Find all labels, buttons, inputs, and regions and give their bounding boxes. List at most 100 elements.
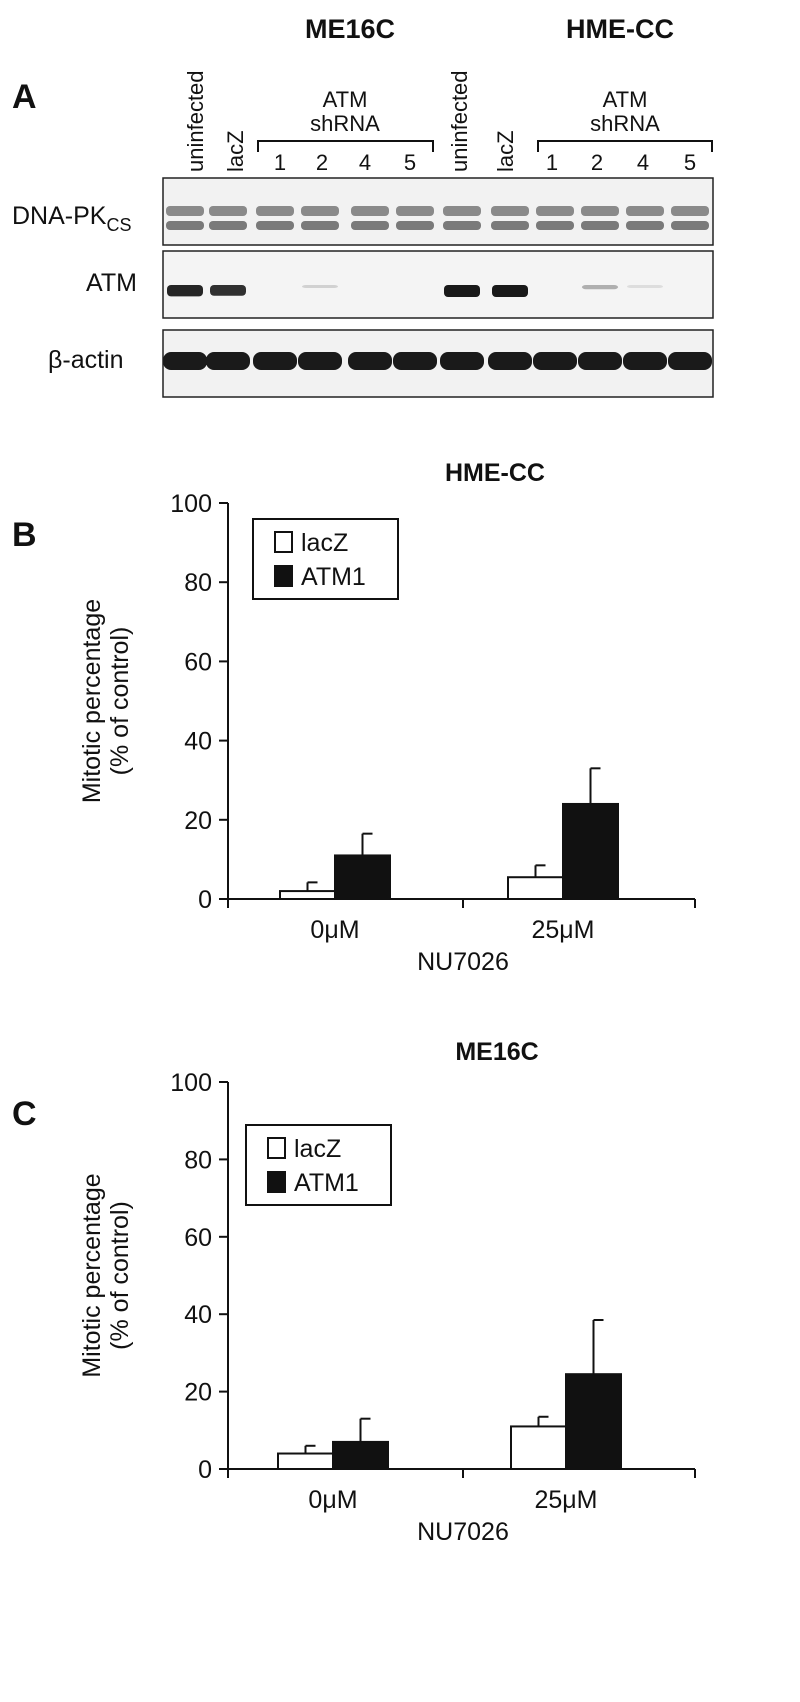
lane-label-lacz-1: lacZ	[223, 130, 248, 172]
group-label-atm-2: ATM	[603, 87, 648, 112]
chart-title: ME16C	[455, 1038, 538, 1066]
y-tick-label: 80	[184, 1146, 212, 1174]
bar-atm1-0	[334, 854, 391, 901]
chart-b: HME-CC 0 20 40 60 80 100 Mitotic percentage (% o…	[78, 459, 696, 976]
atm-band	[167, 285, 203, 297]
lane-label-uninfected-1: uninfected	[183, 70, 208, 172]
bar-lacz-1	[510, 1425, 567, 1471]
shrna-number-label: 5	[684, 150, 696, 175]
actin-band	[578, 352, 622, 370]
panel-b-letter: B	[12, 516, 37, 554]
group-label-shrna-1: shRNA	[310, 111, 380, 136]
row-label-actin: β-actin	[48, 346, 124, 374]
chart-title: HME-CC	[445, 459, 545, 487]
dnapk-band-lower	[209, 221, 247, 230]
bar-atm1-1	[565, 1373, 622, 1471]
category-label: 0μM	[308, 1486, 357, 1514]
dnapk-band-upper	[166, 206, 204, 216]
actin-band	[668, 352, 712, 370]
dnapk-band-upper	[491, 206, 529, 216]
dnapk-band-lower	[581, 221, 619, 230]
dnapk-band-lower	[396, 221, 434, 230]
dnapk-band-lower	[626, 221, 664, 230]
group-label-atm-1: ATM	[323, 87, 368, 112]
actin-band	[488, 352, 532, 370]
bar-lacz-0	[279, 890, 336, 901]
lane-label-uninfected-2: uninfected	[447, 70, 472, 172]
legend-label-lacz: lacZ	[294, 1135, 341, 1163]
row-label-dnapk: DNA-PKCS	[12, 202, 131, 235]
dnapk-band-lower	[671, 221, 709, 230]
group-label-shrna-2: shRNA	[590, 111, 660, 136]
dnapk-band-upper	[536, 206, 574, 216]
actin-band	[623, 352, 667, 370]
shrna-number-label: 2	[316, 150, 328, 175]
y-tick-label: 20	[184, 1379, 212, 1407]
legend-label-atm1: ATM1	[301, 563, 366, 591]
legend-swatch-lacz	[274, 531, 293, 553]
x-axis-label: NU7026	[417, 1518, 509, 1546]
actin-band	[533, 352, 577, 370]
dnapk-band-lower	[536, 221, 574, 230]
dnapk-band-upper	[443, 206, 481, 216]
dnapk-band-lower	[491, 221, 529, 230]
dnapk-band-upper	[396, 206, 434, 216]
dnapk-band-upper	[301, 206, 339, 216]
dnapk-band-upper	[256, 206, 294, 216]
cell-line-label-me16c: ME16C	[305, 14, 395, 44]
bar-lacz-0	[277, 1452, 334, 1471]
actin-band	[348, 352, 392, 370]
y-tick-label: 40	[184, 1301, 212, 1329]
shrna-number-label: 5	[404, 150, 416, 175]
panel-a-letter: A	[12, 78, 37, 116]
actin-band	[163, 352, 207, 370]
y-tick-label: 100	[170, 1069, 212, 1097]
y-tick-label: 60	[184, 648, 212, 676]
y-tick-label: 40	[184, 728, 212, 756]
actin-band	[253, 352, 297, 370]
legend-swatch-atm1	[267, 1171, 286, 1193]
y-tick-label: 20	[184, 807, 212, 835]
y-tick-label: 80	[184, 569, 212, 597]
row-label-dnapk-subscript: CS	[106, 215, 131, 235]
y-tick-label: 100	[170, 490, 212, 518]
legend-swatch-lacz	[267, 1137, 286, 1159]
actin-band	[440, 352, 484, 370]
blot-atm	[162, 250, 714, 319]
atm-band	[492, 285, 528, 297]
shrna-number-label: 1	[546, 150, 558, 175]
panel-a: A ME16C HME-CC uninfected lacZ uninfecte…	[12, 14, 714, 398]
atm-band	[627, 285, 663, 288]
blot-bands	[163, 206, 712, 370]
shrna-number-label: 1	[274, 150, 286, 175]
dnapk-band-upper	[209, 206, 247, 216]
shrna-number-labels: 1 2 4 5 1 2 4 5	[274, 150, 696, 175]
actin-band	[393, 352, 437, 370]
dnapk-band-lower	[351, 221, 389, 230]
category-label: 25μM	[531, 916, 594, 944]
atm-band	[302, 285, 338, 288]
legend-label-lacz: lacZ	[301, 529, 348, 557]
dnapk-band-upper	[581, 206, 619, 216]
atm-band	[582, 285, 618, 290]
dnapk-band-lower	[256, 221, 294, 230]
bar-atm1-1	[562, 802, 619, 901]
dnapk-band-upper	[671, 206, 709, 216]
chart-c: ME16C 0 20 40 60 80 100 Mitotic percentage (% of…	[78, 1038, 696, 1546]
x-axis-label: NU7026	[417, 948, 509, 976]
cell-line-label-hmecc: HME-CC	[566, 14, 674, 44]
legend-swatch-atm1	[274, 565, 293, 587]
bar-atm1-0	[332, 1440, 389, 1471]
y-tick-label: 0	[198, 886, 212, 914]
legend-label-atm1: ATM1	[294, 1169, 359, 1197]
panel-b: B HME-CC 0 20 40 60 80 100 Mitotic percentage (%…	[12, 459, 696, 976]
actin-band	[298, 352, 342, 370]
lane-label-lacz-2: lacZ	[493, 130, 518, 172]
dnapk-band-upper	[351, 206, 389, 216]
shrna-number-label: 4	[637, 150, 649, 175]
actin-band	[206, 352, 250, 370]
row-label-atm: ATM	[86, 269, 137, 297]
y-axis-label-units: (% of control)	[106, 1201, 134, 1350]
panel-c-letter: C	[12, 1095, 37, 1133]
